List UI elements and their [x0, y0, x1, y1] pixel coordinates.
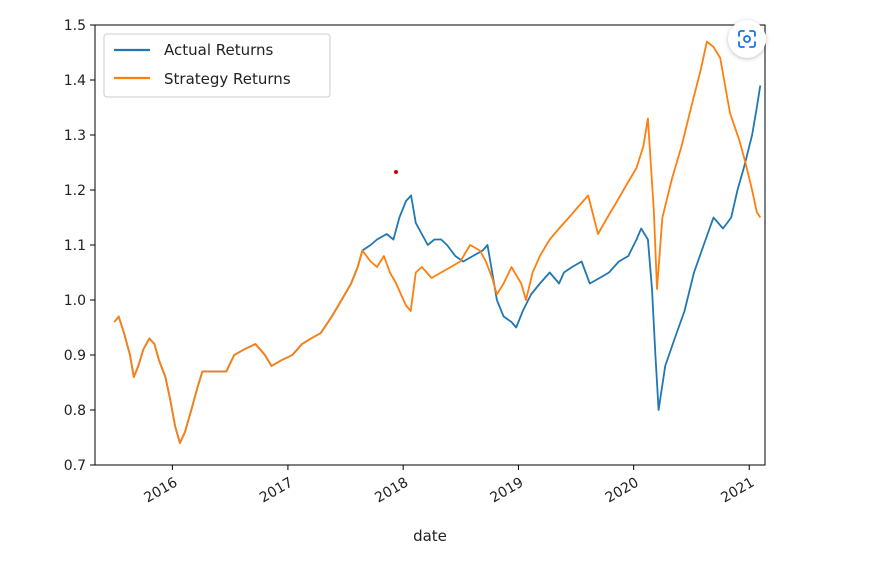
y-axis: 0.7 0.8 0.9 1.0 1.1 1.2 1.3 1.4 1.5 — [64, 18, 95, 474]
x-tick-label: 2021 — [718, 475, 757, 507]
legend-label-actual: Actual Returns — [164, 41, 274, 59]
y-tick-label: 1.4 — [64, 73, 86, 89]
x-axis: 2016 2017 2018 2019 2020 2021 — [141, 465, 757, 506]
x-tick-label: 2019 — [488, 475, 527, 507]
y-tick-label: 1.2 — [64, 183, 86, 199]
scan-button[interactable] — [728, 20, 766, 58]
x-axis-title: date — [413, 527, 447, 545]
x-tick-label: 2020 — [603, 475, 642, 507]
y-tick-label: 0.9 — [64, 348, 86, 364]
legend: Actual Returns Strategy Returns — [103, 33, 331, 98]
y-tick-label: 1.3 — [64, 128, 86, 144]
y-tick-label: 1.5 — [64, 18, 86, 34]
series-line-strategy-returns — [113, 40, 762, 444]
legend-label-strategy: Strategy Returns — [164, 70, 291, 88]
x-tick-label: 2016 — [141, 475, 180, 507]
plot-area — [94, 24, 766, 466]
x-tick-label: 2017 — [257, 475, 296, 507]
y-tick-label: 1.0 — [64, 293, 86, 309]
series-lines — [113, 40, 762, 444]
x-tick-label: 2018 — [372, 475, 411, 507]
y-tick-label: 0.8 — [64, 403, 86, 419]
y-tick-label: 0.7 — [64, 458, 86, 474]
y-tick-label: 1.1 — [64, 238, 86, 254]
red-dot-marker — [394, 170, 398, 174]
scan-icon — [738, 30, 756, 48]
legend-frame — [103, 33, 331, 98]
